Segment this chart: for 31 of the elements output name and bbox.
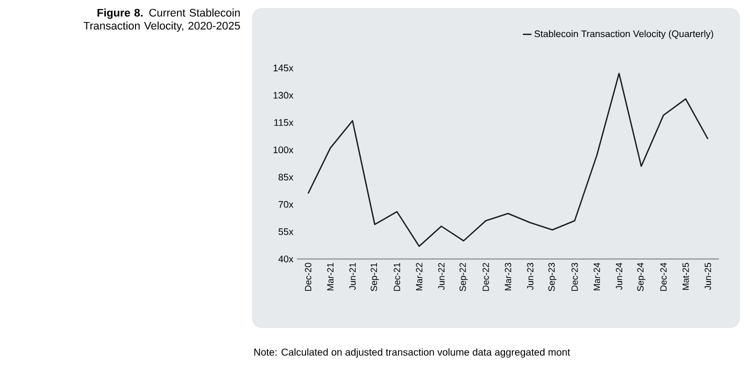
x-tick-label: Mar-21 — [327, 262, 334, 290]
x-tick-label: Jun-23 — [527, 262, 534, 290]
y-tick-label: 115x — [274, 119, 294, 126]
text: Note: Calculated on adjusted transaction volume data aggregated mont — [254, 348, 570, 358]
text: Figure 8. Current Stablecoin Transaction Velocity, 2020-2025 — [84, 8, 240, 32]
y-tick-label: 55x — [278, 228, 294, 236]
y-tick-label: 145x — [274, 64, 294, 72]
legend-label: Stablecoin Transaction Velocity (Quarterly) — [534, 30, 714, 40]
x-tick-label: Sep-23 — [548, 262, 556, 292]
y-tick-label: 40x — [278, 256, 294, 262]
x-tick-label: Mat-25 — [682, 262, 689, 290]
x-tick-label: Sep-21 — [370, 262, 379, 292]
x-tick-label: Sep-22 — [460, 262, 468, 292]
x-tick-label: Dec-23 — [571, 262, 578, 291]
x-tick-label: Dec-20 — [304, 262, 312, 291]
y-tick-label: 70x — [278, 201, 294, 208]
y-tick-label: 130x — [274, 92, 294, 99]
x-tick-label: Jun-24 — [616, 262, 622, 290]
y-tick-label: 85x — [278, 174, 294, 180]
y-tick-label: 100x — [274, 146, 294, 154]
x-tick-label: Jun-25 — [704, 262, 712, 290]
x-tick-label: Dec-22 — [482, 262, 489, 291]
x-tick-label: Dec-24 — [660, 262, 667, 291]
x-tick-label: Jun-21 — [349, 262, 356, 290]
x-tick-label: Mar-23 — [504, 262, 512, 290]
x-tick-label: Jun-22 — [438, 262, 445, 290]
line-series — [307, 72, 709, 247]
x-tick-label: Dec-21 — [394, 262, 400, 291]
x-tick-label: Sep-24 — [637, 262, 646, 292]
x-tick-label: Mar-22 — [416, 262, 422, 290]
x-tick-label: Mar-24 — [594, 262, 600, 290]
